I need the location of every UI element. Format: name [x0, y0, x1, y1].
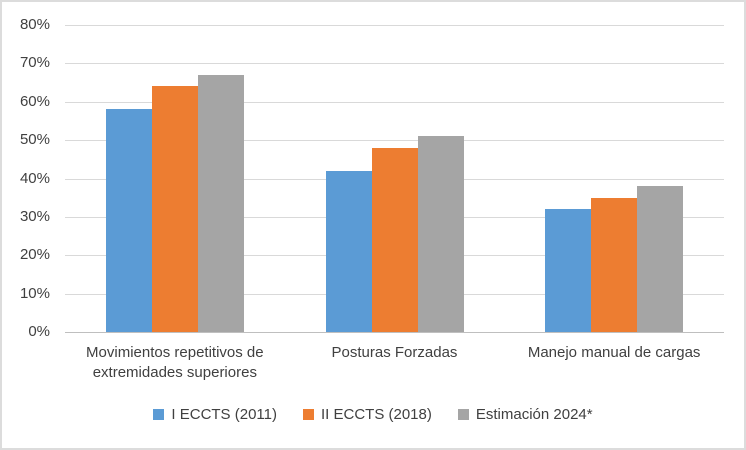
bar-series3-cat3[interactable] — [637, 186, 684, 332]
y-axis-tick-label: 20% — [19, 246, 50, 264]
legend-label: I ECCTS (2011) — [171, 406, 277, 423]
legend-swatch-icon — [302, 409, 314, 420]
gridline — [65, 140, 724, 142]
bar-series3-cat1[interactable] — [197, 74, 244, 332]
x-axis-category-label: Movimientos repetitivos de extremidades … — [86, 344, 264, 381]
bar-series2-cat2[interactable] — [371, 147, 418, 332]
y-axis-tick-label: 50% — [19, 131, 50, 149]
y-axis-tick-label: 0% — [28, 323, 50, 340]
bar-series3-cat2[interactable] — [417, 136, 464, 332]
bar-series2-cat1[interactable] — [151, 86, 198, 332]
legend-item-series3[interactable]: Estimación 2024* — [457, 406, 593, 423]
y-axis-tick-label: 70% — [19, 54, 50, 72]
gridline — [65, 63, 724, 65]
legend-swatch-icon — [457, 409, 469, 420]
y-axis-tick-label: 60% — [19, 92, 50, 110]
gridline — [65, 101, 724, 103]
legend-item-series2[interactable]: II ECCTS (2018) — [302, 406, 432, 423]
x-axis-category-label: Posturas Forzadas — [331, 344, 458, 361]
bar-series1-cat3[interactable] — [545, 209, 592, 332]
x-axis-category-label: Manejo manual de cargas — [527, 344, 701, 361]
legend-item-series1[interactable]: I ECCTS (2011) — [153, 406, 277, 423]
legend: I ECCTS (2011) II ECCTS (2018) Estimación … — [2, 406, 744, 423]
bar-series1-cat2[interactable] — [325, 170, 372, 332]
x-axis: Movimientos repetitivos de extremidades … — [65, 343, 724, 383]
y-axis-tick-label: 30% — [19, 207, 50, 225]
legend-label: Estimación 2024* — [475, 406, 593, 423]
legend-label: II ECCTS (2018) — [320, 406, 432, 423]
y-axis-tick-label: 10% — [19, 284, 50, 302]
plot-area — [65, 25, 724, 333]
y-axis-tick-label: 80% — [19, 16, 50, 33]
legend-swatch-icon — [153, 409, 165, 420]
y-axis: 0% 10% 20% 30% 40% 50% 60% 70% 80% — [2, 2, 50, 448]
gridline — [65, 25, 724, 26]
bar-series1-cat1[interactable] — [105, 109, 152, 332]
y-axis-tick-label: 40% — [19, 169, 50, 187]
bar-series2-cat3[interactable] — [591, 197, 638, 332]
